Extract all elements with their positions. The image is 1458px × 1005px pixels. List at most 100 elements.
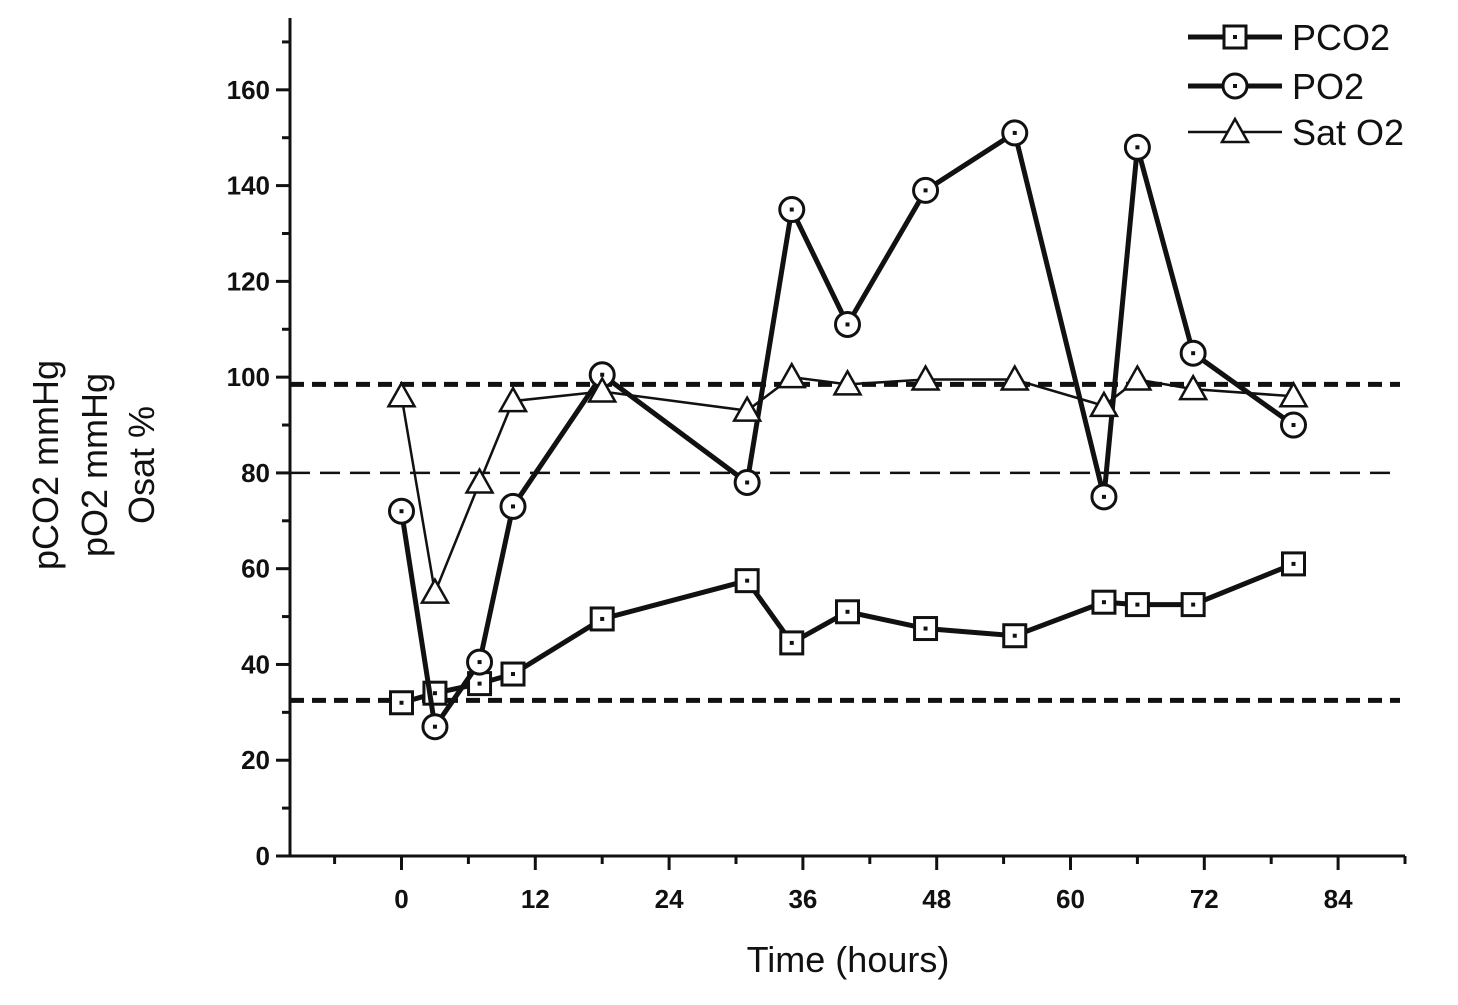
marker-dot — [477, 660, 482, 665]
marker-dot — [1233, 84, 1237, 88]
marker-triangle — [419, 577, 451, 604]
data-point — [733, 468, 761, 496]
data-point — [589, 606, 615, 632]
legend-label: Sat O2 — [1292, 112, 1404, 153]
series-pco2 — [389, 551, 1306, 716]
data-point — [587, 375, 618, 403]
marker-triangle — [1278, 380, 1309, 408]
marker-triangle — [776, 361, 807, 389]
marker-triangle — [910, 363, 941, 391]
data-point — [778, 196, 806, 224]
legend-item-3: Sat O2 — [1188, 112, 1404, 153]
series-line — [400, 561, 1295, 706]
legend-marker — [1221, 72, 1249, 100]
data-point — [834, 310, 861, 338]
data-point — [1180, 592, 1206, 618]
y-tick-label: 20 — [241, 745, 270, 775]
marker-dot — [511, 504, 515, 509]
series-line — [399, 128, 1295, 734]
data-point — [386, 380, 417, 408]
series-po2 — [388, 119, 1307, 741]
y-axis-title-line-3: Osat % — [121, 406, 162, 524]
data-point — [389, 690, 414, 716]
y-axis-title-line-2: pO2 mmHg — [74, 373, 115, 557]
marker-dot — [511, 672, 515, 677]
marker-dot — [600, 616, 605, 621]
series-sat-o2 — [386, 361, 1309, 604]
marker-dot — [923, 188, 928, 193]
marker-triangle — [464, 466, 495, 494]
y-tick-label: 0 — [256, 841, 270, 871]
marker-triangle — [1178, 373, 1209, 401]
x-tick-label: 60 — [1056, 884, 1085, 914]
y-tick-label: 140 — [227, 171, 270, 201]
y-axis-title-line-1: pCO2 mmHg — [25, 360, 66, 570]
marker-dot — [789, 207, 794, 212]
x-tick-label: 48 — [922, 884, 951, 914]
marker-dot — [789, 640, 794, 645]
data-point — [910, 363, 941, 391]
y-axis-title: pCO2 mmHg pO2 mmHg Osat % — [25, 360, 162, 570]
data-point — [1124, 592, 1150, 618]
y-tick-label: 40 — [241, 649, 270, 679]
data-point — [1178, 373, 1209, 401]
marker-dot — [845, 609, 850, 614]
marker-dot — [1135, 602, 1140, 607]
data-point — [1091, 589, 1117, 615]
y-tick-label: 120 — [227, 266, 270, 296]
data-point — [1179, 339, 1207, 367]
marker-dot — [1191, 351, 1196, 356]
data-point — [912, 176, 940, 204]
marker-dot — [1012, 130, 1017, 135]
y-tick-label: 100 — [227, 362, 270, 392]
legend-item-2: PO2 — [1188, 66, 1364, 107]
data-point — [1001, 119, 1029, 147]
x-tick-label: 36 — [788, 884, 817, 914]
marker-triangle — [1219, 116, 1251, 144]
data-point — [588, 361, 616, 389]
marker-dot — [399, 509, 404, 514]
data-point — [1090, 483, 1118, 511]
marker-dot — [1012, 633, 1017, 638]
y-tick-label: 80 — [241, 458, 270, 488]
legend-label: PCO2 — [1292, 17, 1390, 58]
y-tick-label: 60 — [241, 554, 270, 584]
marker-triangle — [386, 380, 417, 408]
marker-triangle — [587, 375, 618, 403]
legend-marker — [1219, 116, 1251, 144]
data-point — [1280, 411, 1307, 439]
series-layer — [386, 119, 1309, 741]
data-point — [1278, 380, 1309, 408]
marker-dot — [1101, 494, 1106, 499]
data-point — [913, 616, 939, 642]
x-tick-label: 84 — [1324, 884, 1353, 914]
data-point — [466, 648, 494, 676]
data-point — [388, 497, 415, 525]
data-point — [999, 363, 1030, 391]
y-tick-label: 160 — [227, 75, 270, 105]
marker-triangle — [1122, 363, 1153, 391]
data-point — [779, 630, 805, 656]
marker-dot — [1135, 145, 1140, 150]
data-point — [835, 599, 860, 625]
marker-dot — [432, 691, 437, 696]
marker-dot — [432, 724, 437, 729]
marker-triangle — [832, 368, 863, 396]
data-point — [734, 568, 760, 594]
axes: 0 20 40 60 80 100 120 140 160 0 12 24 36 48 60 72 84 — [227, 18, 1407, 914]
x-axis-title: Time (hours) — [747, 939, 950, 980]
x-tick-label: 72 — [1190, 884, 1219, 914]
marker-dot — [923, 626, 928, 631]
marker-dot — [1101, 600, 1106, 605]
legend-item-1: PCO2 — [1188, 17, 1390, 58]
legend-label: PO2 — [1292, 66, 1364, 107]
data-point — [500, 661, 526, 687]
data-point — [499, 492, 527, 520]
marker-triangle — [497, 385, 529, 413]
marker-dot — [1191, 602, 1196, 607]
data-point — [1088, 390, 1120, 418]
x-tick-label: 24 — [655, 884, 684, 914]
legend: PCO2 PO2 Sat O2 — [1188, 17, 1404, 153]
marker-dot — [745, 578, 750, 583]
